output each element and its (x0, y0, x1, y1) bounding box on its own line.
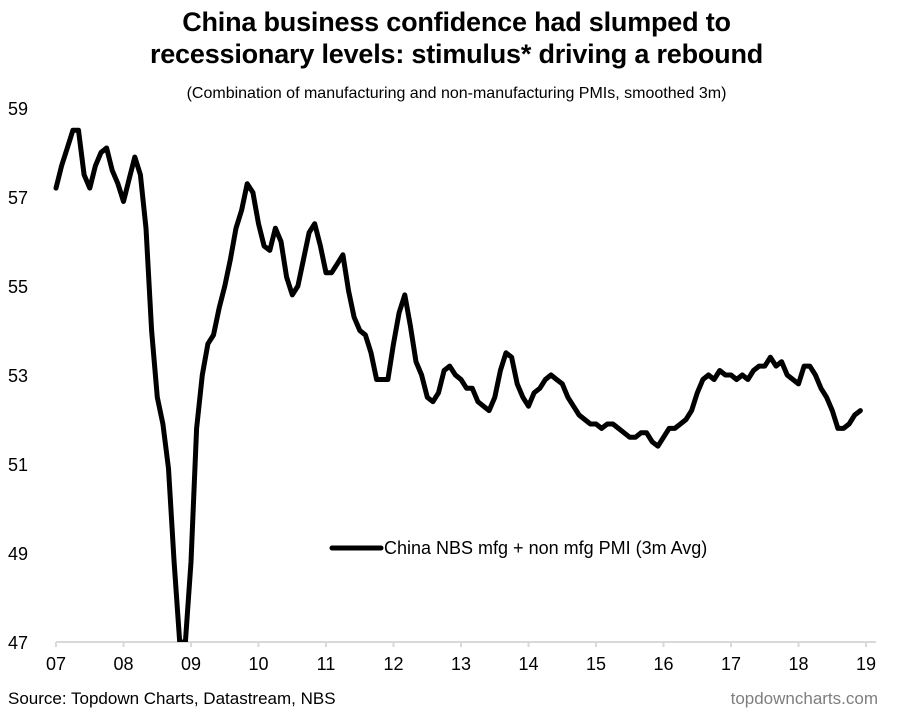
x-axis: 07 08 09 10 11 12 13 14 15 16 17 18 19 (46, 641, 877, 674)
chart-title-line-2: recessionary levels: stimulus* driving a… (149, 39, 764, 69)
y-tick-label: 55 (8, 277, 28, 297)
y-tick-label: 57 (8, 188, 28, 208)
x-tick-label: 19 (856, 654, 876, 674)
x-tick-label: 17 (721, 654, 741, 674)
y-tick-label: 49 (8, 544, 28, 564)
x-tick-label: 14 (518, 654, 538, 674)
x-tick-label: 13 (451, 654, 471, 674)
y-tick-label: 47 (8, 633, 28, 653)
source-note: Source: Topdown Charts, Datastream, NBS (8, 689, 336, 708)
series-line-pmi (53, 127, 863, 642)
chart-subtitle: (Combination of manufacturing and non-ma… (186, 85, 727, 102)
y-tick-label: 59 (8, 99, 28, 119)
x-tick-label: 08 (113, 654, 133, 674)
x-tick-label: 15 (586, 654, 606, 674)
x-tick-label: 12 (383, 654, 403, 674)
y-tick-label: 53 (8, 366, 28, 386)
x-tick-label: 10 (248, 654, 268, 674)
y-axis: 47 49 51 53 55 57 59 (8, 99, 28, 653)
x-tick-label: 11 (317, 654, 336, 674)
chart-title: China business confidence had slumped to… (0, 6, 913, 70)
x-tick-label: 07 (46, 654, 66, 674)
x-tick-label: 16 (653, 654, 673, 674)
x-tick-label: 09 (181, 654, 201, 674)
legend-label: China NBS mfg + non mfg PMI (3m Avg) (384, 538, 707, 558)
chart-title-line-1: China business confidence had slumped to (182, 7, 731, 37)
y-tick-label: 51 (8, 455, 28, 475)
brand-watermark: topdowncharts.com (730, 689, 878, 708)
legend: China NBS mfg + non mfg PMI (3m Avg) (329, 538, 707, 558)
x-tick-label: 18 (788, 654, 808, 674)
